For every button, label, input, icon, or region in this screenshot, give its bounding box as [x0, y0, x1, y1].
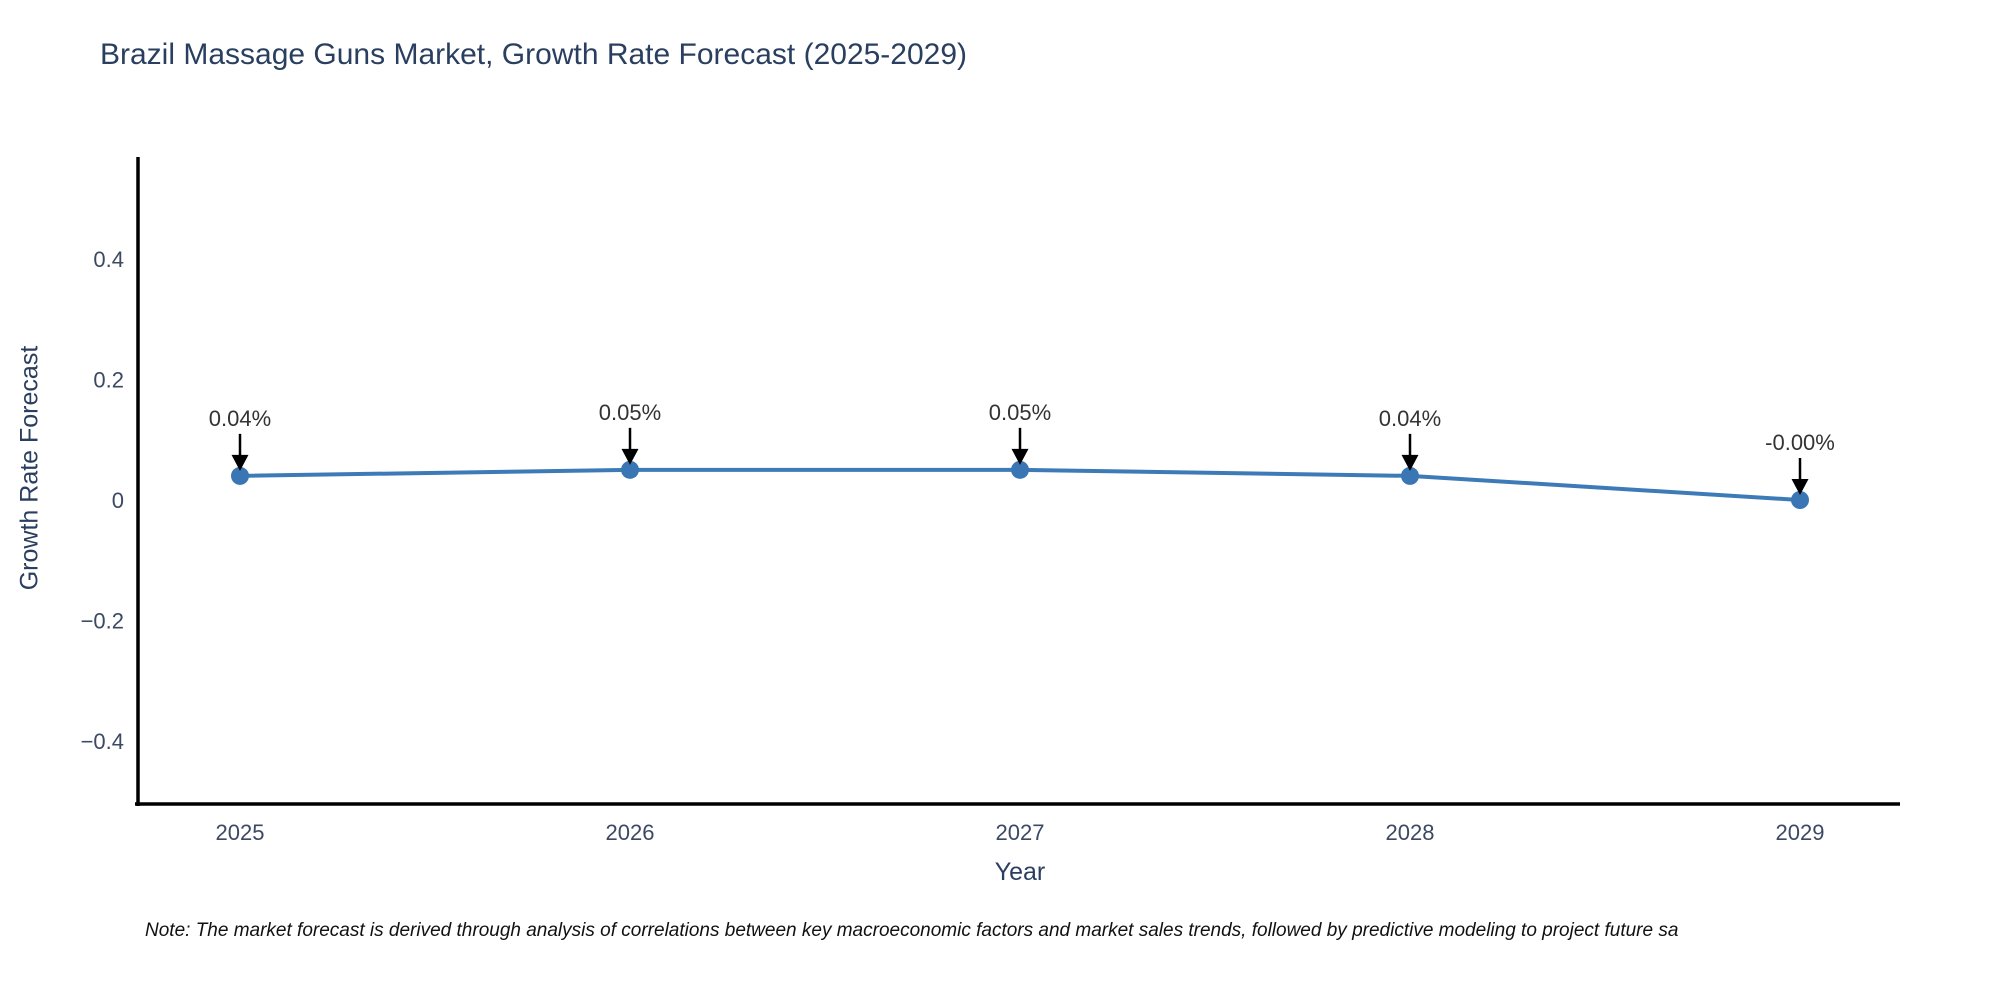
data-point-marker [231, 466, 249, 485]
footnote: Note: The market forecast is derived thr… [145, 920, 1679, 941]
x-tick-label: 2029 [1776, 820, 1825, 845]
y-tick-label: 0.2 [93, 367, 124, 392]
annotation-arrow-head [1791, 479, 1809, 495]
data-point-label: 0.05% [989, 400, 1051, 425]
data-point-marker [1791, 491, 1809, 509]
data-point-label: -0.00% [1765, 430, 1835, 455]
x-tick-label: 2027 [996, 820, 1045, 845]
annotation-arrow-head [621, 448, 639, 465]
chart-title: Brazil Massage Guns Market, Growth Rate … [100, 38, 968, 71]
y-tick-label: −0.4 [81, 729, 124, 754]
y-tick-label: 0.4 [93, 247, 124, 272]
data-point-label: 0.04% [1379, 406, 1441, 431]
data-point-label: 0.04% [209, 406, 271, 431]
x-tick-label: 2026 [606, 820, 655, 845]
annotation-arrow-head [1401, 454, 1419, 471]
y-tick-label: −0.2 [81, 609, 124, 634]
x-axis-title: Year [994, 858, 1046, 886]
data-point-marker [1401, 466, 1419, 485]
data-point-label: 0.05% [599, 400, 661, 425]
data-point-marker [621, 460, 639, 479]
annotation-arrow-head [1011, 448, 1029, 465]
y-tick-label: 0 [112, 488, 124, 513]
x-tick-label: 2028 [1386, 820, 1435, 845]
x-tick-label: 2025 [216, 820, 265, 845]
data-point-marker [1011, 460, 1029, 479]
annotation-arrow-head [231, 454, 249, 471]
